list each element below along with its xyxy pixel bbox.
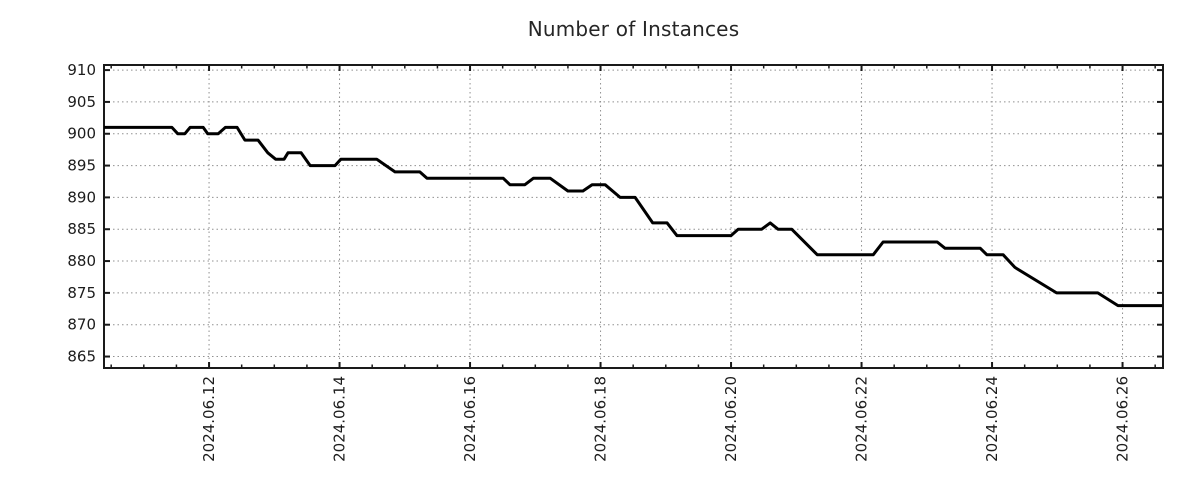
y-tick-label: 910	[67, 61, 96, 79]
y-tick-label: 880	[67, 252, 96, 270]
y-tick-label: 865	[67, 348, 96, 366]
y-tick-label: 885	[67, 220, 96, 238]
y-tick-label: 905	[67, 93, 96, 111]
chart-title: Number of Instances	[527, 17, 740, 41]
x-tick-label: 2024.06.12	[200, 376, 218, 462]
y-tick-label: 890	[67, 188, 96, 206]
y-tick-label: 900	[67, 125, 96, 143]
x-tick-label: 2024.06.14	[331, 376, 349, 462]
x-tick-label: 2024.06.16	[461, 376, 479, 462]
x-tick-label: 2024.06.22	[853, 376, 871, 462]
y-tick-label: 875	[67, 284, 96, 302]
y-tick-label: 870	[67, 316, 96, 334]
x-tick-label: 2024.06.18	[592, 376, 610, 462]
x-tick-label: 2024.06.26	[1114, 376, 1132, 462]
plot-border	[103, 64, 1164, 369]
x-tick-label: 2024.06.24	[983, 376, 1001, 462]
series-line-instances	[104, 125, 1163, 308]
x-tick-label: 2024.06.20	[722, 376, 740, 462]
y-tick-label: 895	[67, 157, 96, 175]
